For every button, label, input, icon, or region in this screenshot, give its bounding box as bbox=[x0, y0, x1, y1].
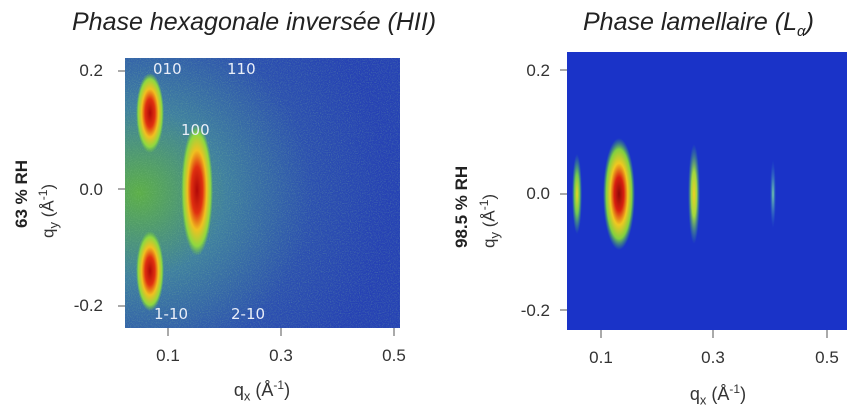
peak-label-2-10: 2-10 bbox=[231, 305, 266, 323]
right-y-tick-0.0: 0.0 bbox=[526, 184, 550, 203]
peak-label-010: 010 bbox=[153, 60, 182, 78]
right-y-axis-label: qy (Å-1) bbox=[477, 193, 503, 248]
right-y-tick--0.2: -0.2 bbox=[520, 301, 550, 320]
left-humidity-label: 63 % RH bbox=[12, 159, 31, 228]
right-x-tick-0.5: 0.5 bbox=[815, 348, 839, 367]
left-x-tick-0.5: 0.5 bbox=[382, 346, 406, 365]
right-x-tick-0.3: 0.3 bbox=[701, 348, 725, 367]
right-y-tick-0.2: 0.2 bbox=[526, 61, 550, 80]
right-humidity-label: 98.5 % RH bbox=[452, 165, 471, 248]
second-order-peak-spot bbox=[688, 144, 700, 244]
right-x-axis-label: qx (Å-1) bbox=[689, 382, 747, 408]
left-scattering-image bbox=[125, 58, 400, 328]
third-order-peak-spot bbox=[770, 160, 776, 228]
right-axis-ticks bbox=[560, 69, 828, 338]
left-x-tick-0.1: 0.1 bbox=[156, 346, 180, 365]
peak-label-100: 100 bbox=[181, 121, 210, 139]
peak-1-10-spot bbox=[136, 231, 164, 311]
peak-100-spot bbox=[181, 124, 213, 256]
left-x-tick-0.3: 0.3 bbox=[269, 346, 293, 365]
left-y-tick--0.2: -0.2 bbox=[73, 296, 103, 315]
left-panel-title: Phase hexagonale inversée (HII) bbox=[72, 8, 437, 36]
peak-010-spot bbox=[136, 73, 164, 153]
right-scattering-image bbox=[567, 52, 847, 330]
first-order-peak-spot bbox=[603, 138, 635, 250]
left-y-axis-label: qy (Å-1) bbox=[36, 183, 62, 238]
peak-label-1-10: 1-10 bbox=[154, 305, 189, 323]
left-axis-ticks bbox=[118, 70, 395, 336]
right-x-tick-0.1: 0.1 bbox=[589, 348, 613, 367]
left-x-axis-label: qx (Å-1) bbox=[233, 378, 291, 404]
left-y-tick-0.2: 0.2 bbox=[79, 61, 103, 80]
right-panel-title: Phase lamellaire (Lα) bbox=[583, 8, 814, 40]
inner-peak-spot bbox=[572, 154, 582, 234]
peak-label-110: 110 bbox=[227, 60, 256, 78]
left-y-tick-0.0: 0.0 bbox=[79, 180, 103, 199]
